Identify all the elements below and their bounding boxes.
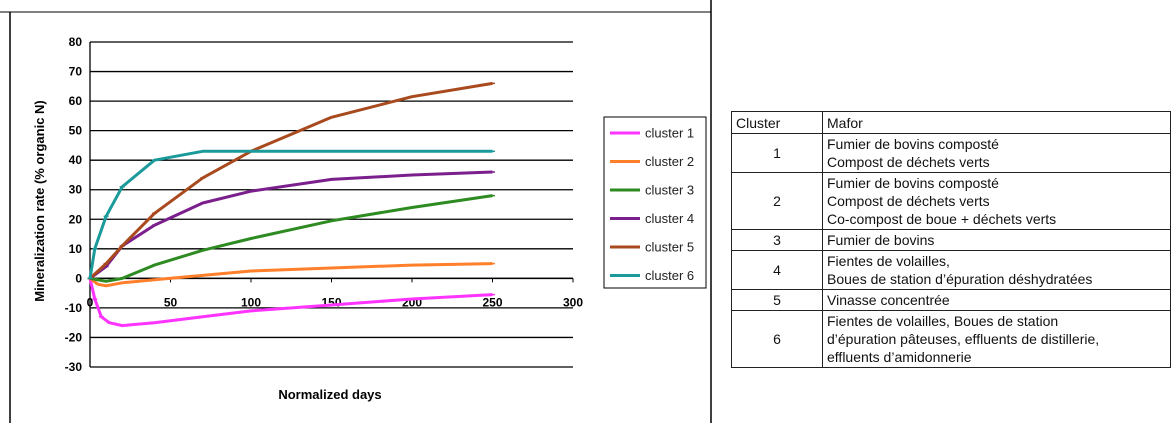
mafor-line: Fumier de bovins composté [827,136,999,152]
legend-label-3: cluster 3 [645,183,694,198]
y-axis-label: Mineralization rate (% organic N) [32,100,47,302]
cluster-number: 5 [731,289,823,311]
legend-label-6: cluster 6 [645,268,694,283]
mafor-cell: Fumier de bovins composté Compost de déch… [822,172,1171,230]
table-row: 5 Vinasse concentrée [731,289,1171,311]
mafor-cell: Vinasse concentrée [822,289,1171,311]
mafor-cell: Fientes de volailles, Boues de station d’… [822,250,1171,290]
legend: cluster 1 cluster 2 cluster 3 cluster 4 clus… [603,116,707,289]
y-tick-label: 70 [69,65,83,79]
y-tick-label: -10 [65,301,83,315]
mafor-cell: Fumier de bovins [822,229,1171,251]
x-tick-label: 0 [87,295,94,309]
x-tick-label: 250 [482,295,502,309]
y-tick-label: 0 [75,271,82,285]
series-line-6 [88,149,493,279]
legend-box [603,116,707,289]
table-row: 2 Fumier de bovins composté Compost de déc… [731,172,1171,230]
mafor-cell: Fientes de volailles, Boues de station d’… [822,310,1171,368]
table-header-row: Cluster Mafor [731,111,1171,134]
cluster-table-panel: Cluster Mafor 1 Fumier de bovins composté… [731,111,1171,368]
x-tick-label: 50 [164,295,178,309]
cluster-mafor-table: Cluster Mafor 1 Fumier de bovins composté… [731,111,1171,368]
series-line-1 [88,278,493,328]
y-tick-label: 80 [69,35,83,49]
y-tick-label: 60 [69,94,83,108]
x-tick-label: 150 [321,295,341,309]
mineralization-chart: 80 70 60 50 40 30 20 10 0 -10 -20 -30 0 50 100 150 200 25… [0,0,712,423]
y-tick-label: 30 [69,183,83,197]
mafor-cell: Fumier de bovins composté Compost de déch… [822,133,1171,173]
legend-label-4: cluster 4 [645,211,694,226]
mafor-line: d’épuration pâteuses, effluents de disti… [827,331,1100,347]
table-body: 1 Fumier de bovins composté Compost de déc… [731,133,1171,368]
x-tick-label: 300 [563,295,583,309]
series-layer [87,81,495,328]
legend-label-1: cluster 1 [645,126,694,141]
x-axis-label: Normalized days [278,387,381,402]
table-row: 1 Fumier de bovins composté Compost de déc… [731,133,1171,173]
legend-label-2: cluster 2 [645,154,694,169]
mafor-line: Fumier de bovins composté [827,175,999,191]
cluster-number: 3 [731,229,823,251]
cluster-number: 1 [731,133,823,173]
y-tick-label: -20 [65,330,83,344]
header-cluster: Cluster [731,111,823,134]
y-tick-label: -30 [65,360,83,374]
y-tick-label: 20 [69,212,83,226]
table-row: 3 Fumier de bovins [731,229,1171,251]
mafor-line: Boues de station d’épuration déshydratée… [827,271,1093,287]
legend-label-5: cluster 5 [645,240,694,255]
series-line-2 [89,262,493,288]
mafor-line: Compost de déchets verts [827,154,990,170]
y-tick-label: 50 [69,124,83,138]
cluster-number: 2 [731,172,823,230]
mafor-line: Fientes de volailles, [827,253,950,269]
x-tick-label: 100 [241,295,261,309]
mafor-line: effluents d’amidonnerie [827,349,972,365]
cluster-number: 4 [731,250,823,290]
mafor-line: Fientes de volailles, Boues de station [827,313,1059,329]
series-line-4 [89,170,493,280]
y-tick-label: 10 [69,242,83,256]
mafor-line: Compost de déchets verts [827,193,990,209]
table-row: 6 Fientes de volailles, Boues de station d… [731,310,1171,368]
table-row: 4 Fientes de volailles, Boues de station d… [731,250,1171,290]
cluster-number: 6 [731,310,823,368]
header-mafor: Mafor [822,111,1171,134]
y-tick-label: 40 [69,153,83,167]
mafor-line: Co-compost de boue + déchets verts [827,211,1057,227]
mafor-line: Fumier de bovins [827,232,935,248]
mafor-line: Vinasse concentrée [827,292,950,308]
grid-layer [90,41,573,368]
